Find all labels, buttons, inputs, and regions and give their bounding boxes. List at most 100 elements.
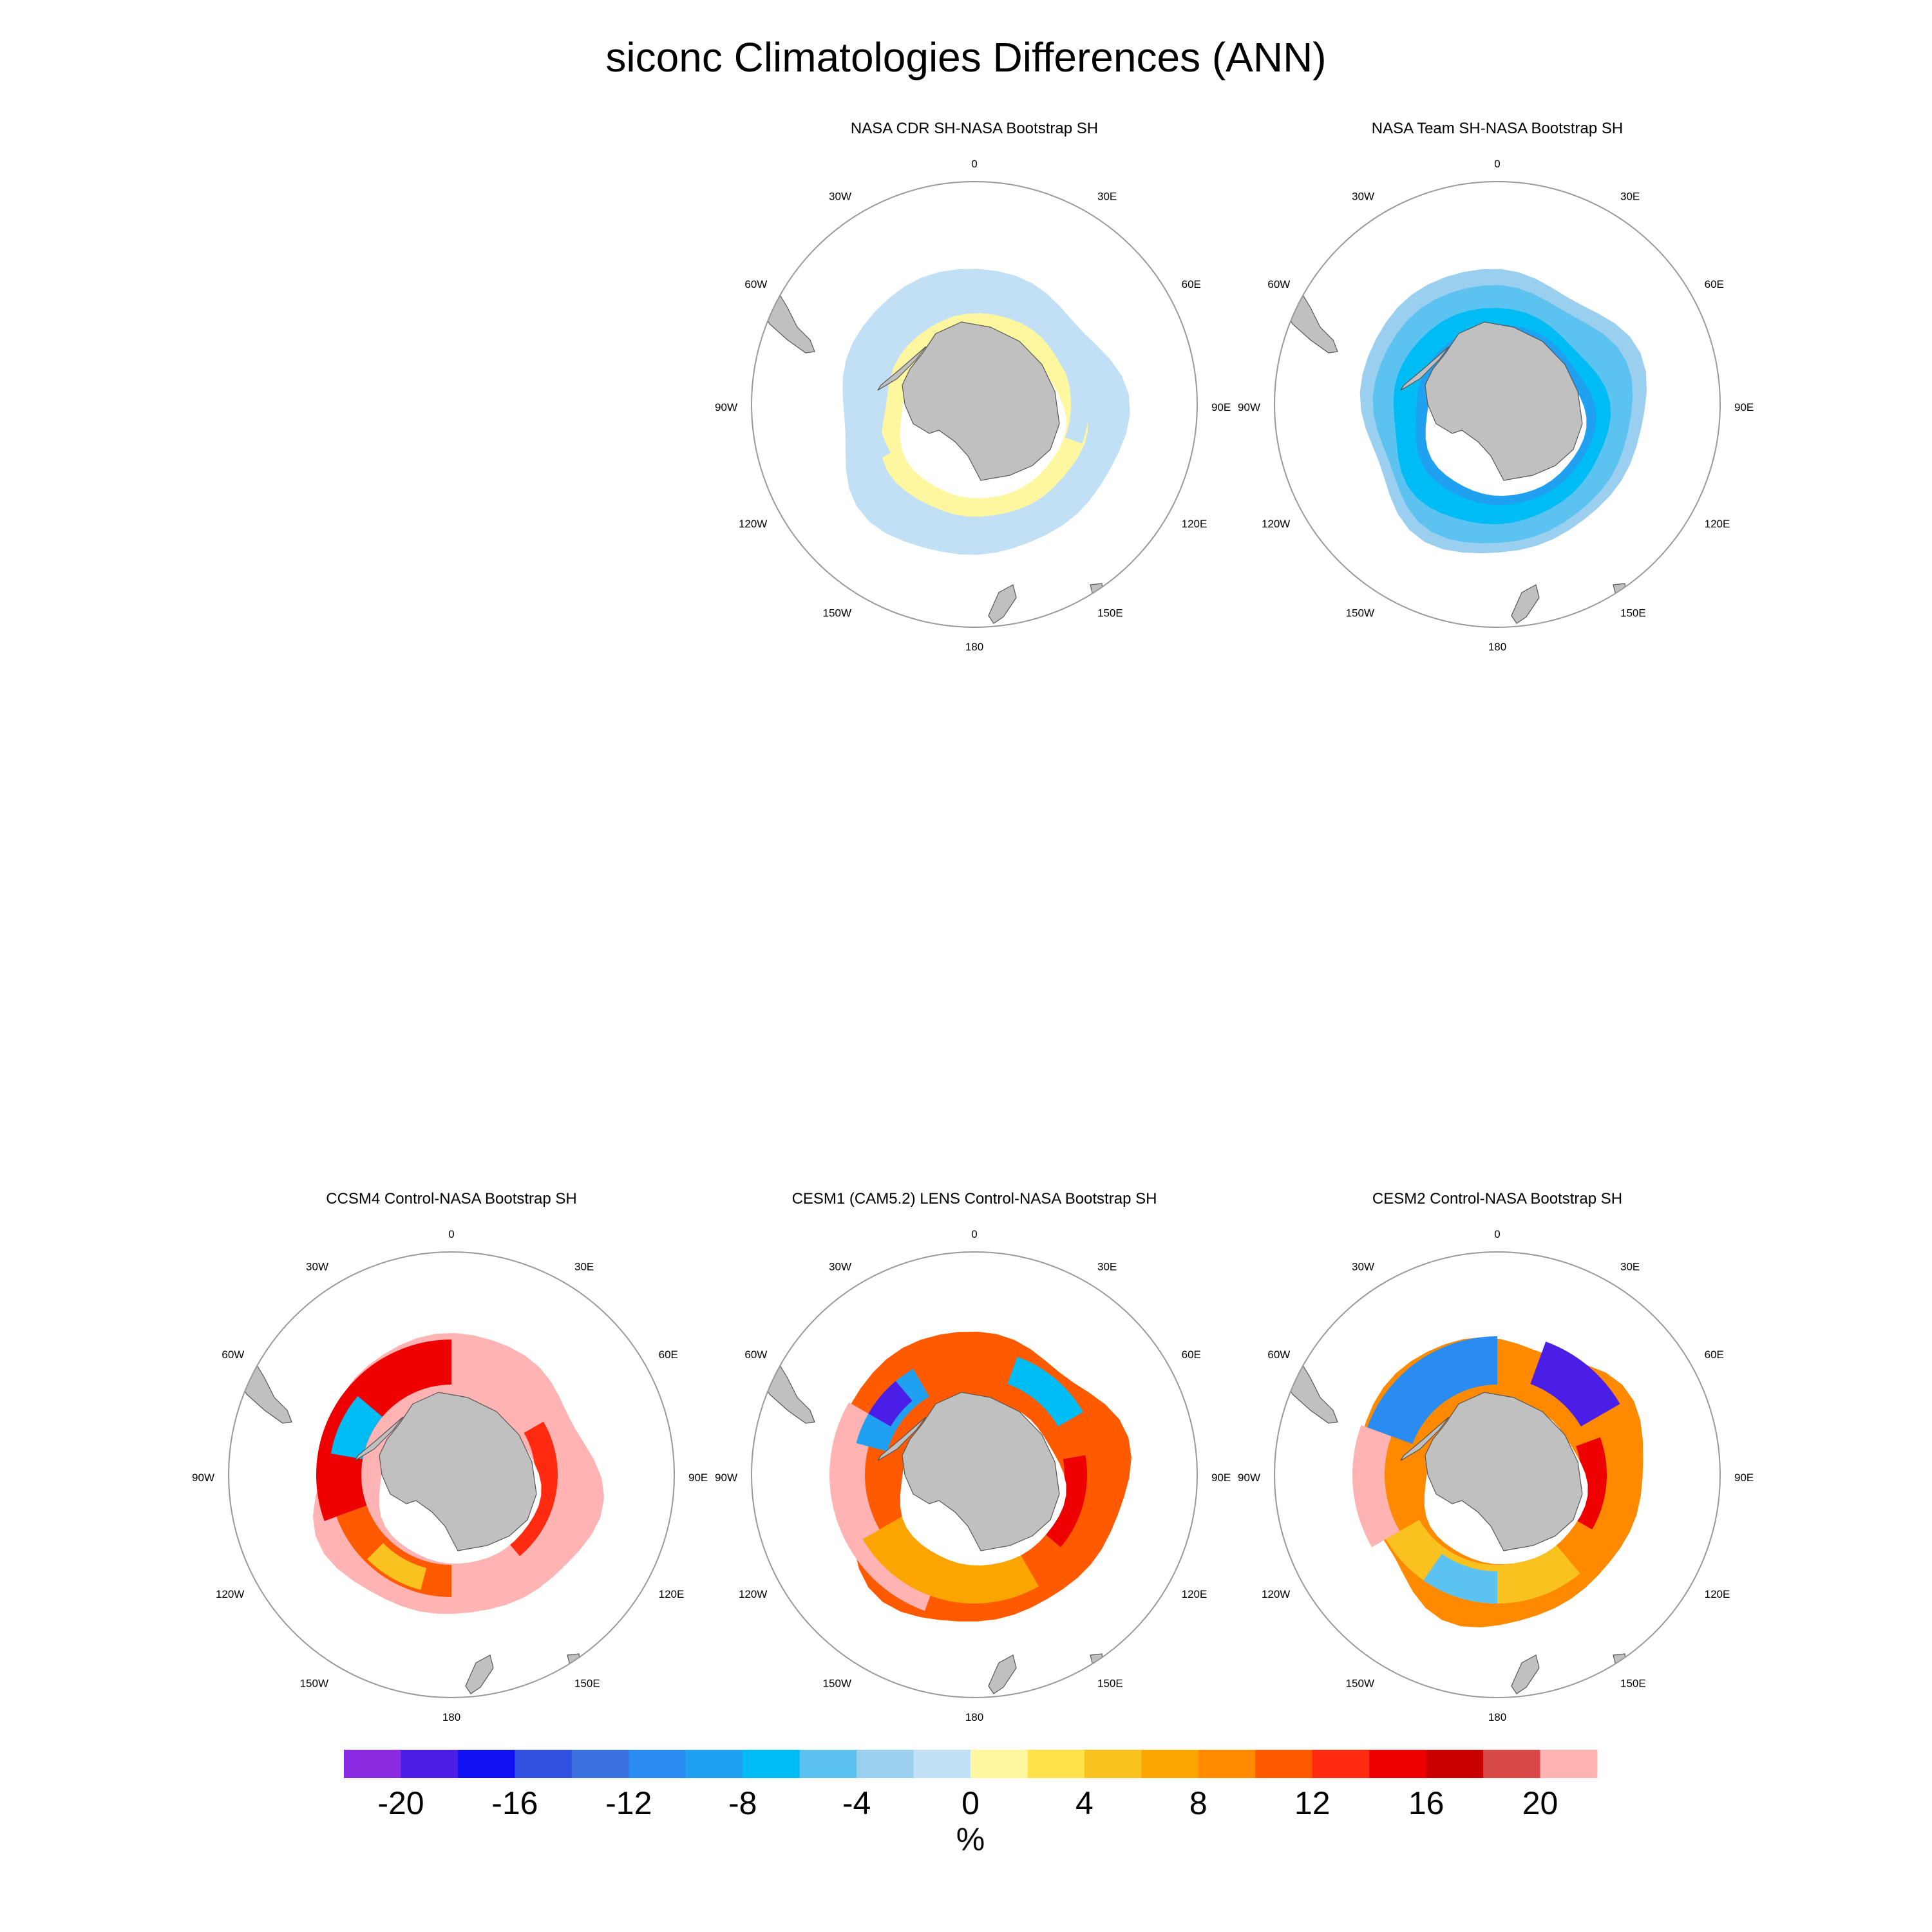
colorbar-swatch: [1369, 1750, 1427, 1778]
map-field: [752, 182, 1197, 627]
colorbar-swatch: [515, 1750, 573, 1778]
positive-difference-patch: [1043, 1455, 1087, 1548]
lon-label-120w: 120W: [739, 1588, 767, 1600]
lon-label-150w: 150W: [823, 607, 851, 620]
colorbar-tick-label: 4: [1075, 1785, 1094, 1821]
negative-difference-patch: [1007, 1356, 1083, 1426]
colorbar-swatch: [571, 1750, 629, 1778]
colorbar-tick-label: 8: [1189, 1785, 1208, 1821]
lon-label-180: 180: [965, 1711, 983, 1723]
colorbar-swatch: [685, 1750, 743, 1778]
panel-title: CESM1 (CAM5.2) LENS Control-NASA Bootstr…: [792, 1190, 1157, 1208]
colorbar-tick-label: 16: [1408, 1785, 1444, 1821]
colorbar-swatch: [743, 1750, 800, 1778]
colorbar-swatch: [344, 1750, 401, 1778]
lon-label-180: 180: [965, 641, 983, 653]
colorbar-tick-label: -8: [728, 1785, 757, 1821]
lon-label-90w: 90W: [715, 401, 737, 413]
map-border: [228, 1251, 675, 1698]
colorbar-swatch: [629, 1750, 687, 1778]
lon-label-60w: 60W: [744, 278, 767, 290]
map-field: [1274, 1252, 1720, 1698]
lon-label-120w: 120W: [739, 518, 767, 530]
lon-label-0: 0: [1494, 158, 1500, 170]
map-border: [1274, 181, 1721, 628]
map-panel-cesm2: CESM2 Control-NASA Bootstrap SH 0 30E 60E 90…: [1238, 1190, 1754, 1723]
lon-label-30e: 30E: [1620, 1260, 1640, 1273]
positive-difference-patch: [829, 1402, 937, 1611]
panel-title: NASA CDR SH-NASA Bootstrap SH: [851, 120, 1098, 137]
colorbar-tick-label: 20: [1522, 1785, 1558, 1821]
colorbar-swatch: [457, 1750, 515, 1778]
lon-label-150e: 150E: [1620, 1678, 1646, 1690]
colorbar-swatch: [1540, 1750, 1598, 1778]
colorbar-swatch: [799, 1750, 857, 1778]
lon-label-90e: 90E: [1211, 1472, 1231, 1484]
panel-title: CESM2 Control-NASA Bootstrap SH: [1372, 1190, 1622, 1208]
map-field: [229, 1252, 674, 1698]
new-zealand-landmass: [1511, 1654, 1540, 1694]
colorbar-tick-label: 0: [961, 1785, 980, 1821]
lon-label-90e: 90E: [1211, 401, 1231, 413]
colorbar-swatch: [1426, 1750, 1484, 1778]
lon-label-30e: 30E: [574, 1260, 594, 1273]
colorbar-tick-label: -4: [842, 1785, 871, 1821]
map-panel-cdr: NASA CDR SH-NASA Bootstrap SH 0 30E 60E 90E 1…: [715, 120, 1231, 653]
lon-label-60e: 60E: [1705, 278, 1724, 290]
lon-label-30w: 30W: [1352, 190, 1374, 202]
positive-difference-patch: [1352, 1425, 1400, 1548]
lon-label-60w: 60W: [744, 1349, 767, 1361]
lon-label-120e: 120E: [659, 1588, 685, 1600]
negative-difference-patch: [1023, 305, 1089, 444]
lon-label-0: 0: [971, 1228, 977, 1240]
map-panel-cesm1: CESM1 (CAM5.2) LENS Control-NASA Bootstr…: [715, 1190, 1231, 1723]
lon-label-60e: 60E: [1182, 1349, 1201, 1361]
map-border: [751, 181, 1198, 628]
colorbar-tick-label: -20: [377, 1785, 424, 1821]
map-field: [752, 1252, 1197, 1698]
map-border: [1274, 1251, 1721, 1698]
lon-label-150w: 150W: [1346, 607, 1374, 620]
lon-label-90e: 90E: [1734, 401, 1754, 413]
lon-label-60e: 60E: [1705, 1349, 1724, 1361]
lon-label-90w: 90W: [1238, 401, 1260, 413]
lon-label-30e: 30E: [1620, 190, 1640, 202]
colorbar-tick-label: 12: [1294, 1785, 1331, 1821]
lon-label-90w: 90W: [1238, 1472, 1260, 1484]
map-panel-team: NASA Team SH-NASA Bootstrap SH 0 30E 60E 90E…: [1238, 120, 1754, 653]
negative-difference-patch: [1530, 1341, 1620, 1426]
colorbar-swatch: [913, 1750, 971, 1778]
lon-label-120w: 120W: [1262, 518, 1290, 530]
lon-label-90w: 90W: [715, 1472, 737, 1484]
lon-label-30e: 30E: [1097, 1260, 1117, 1273]
antarctica-landmass: [1400, 321, 1583, 481]
negative-difference-patch: [1367, 1336, 1497, 1444]
lon-label-120e: 120E: [1182, 1588, 1208, 1600]
new-zealand-landmass: [988, 584, 1017, 624]
colorbar-unit: %: [956, 1821, 985, 1857]
colorbar-tick-label: -12: [605, 1785, 652, 1821]
colorbar-swatch: [1483, 1750, 1541, 1778]
positive-difference-patch: [367, 1543, 427, 1590]
lon-label-150e: 150E: [574, 1678, 600, 1690]
lon-label-150w: 150W: [823, 1678, 851, 1690]
lon-label-0: 0: [971, 158, 977, 170]
colorbar-swatch: [1141, 1750, 1199, 1778]
new-zealand-landmass: [465, 1654, 494, 1694]
lon-label-180: 180: [1488, 641, 1506, 653]
lon-label-120e: 120E: [1182, 518, 1208, 530]
panel-title: CCSM4 Control-NASA Bootstrap SH: [326, 1190, 576, 1208]
antarctica-landmass: [877, 1392, 1060, 1551]
antarctica-landmass: [877, 321, 1060, 481]
colorbar-tick-label: -16: [491, 1785, 538, 1821]
colorbar-swatch: [857, 1750, 914, 1778]
lon-label-180: 180: [1488, 1711, 1506, 1723]
positive-difference-patch: [316, 1340, 451, 1521]
colorbar-swatch: [1027, 1750, 1085, 1778]
lon-label-60w: 60W: [222, 1349, 244, 1361]
colorbar-swatch: [1255, 1750, 1313, 1778]
colorbar-swatch: [971, 1750, 1028, 1778]
colorbar: -20 -16 -12 -8 -4 0 4 8 12 16 20%: [344, 1750, 1598, 1857]
lon-label-60w: 60W: [1267, 278, 1290, 290]
lon-label-150e: 150E: [1097, 607, 1123, 620]
